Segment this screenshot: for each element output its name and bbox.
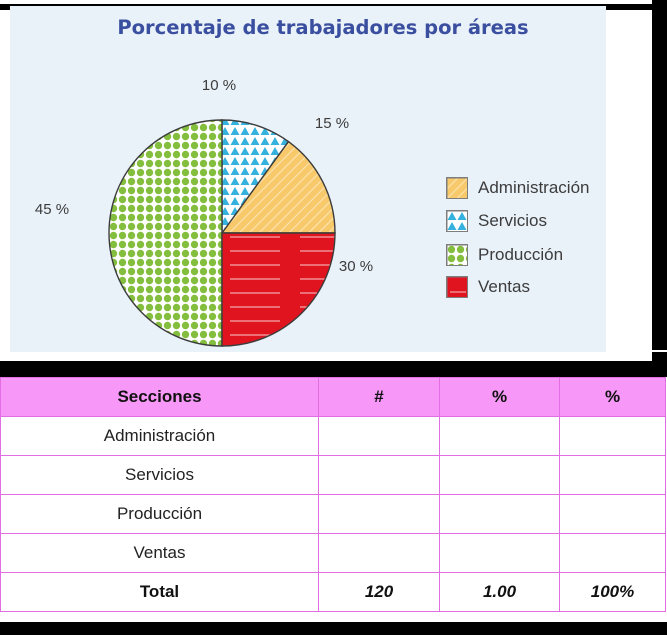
chart-title: Porcentaje de trabajadores por áreas bbox=[117, 16, 529, 39]
total-percent: 100% bbox=[559, 572, 666, 612]
legend-swatch-administracion bbox=[446, 177, 468, 199]
cell-count[interactable] bbox=[318, 494, 440, 534]
slice-label: 10 % bbox=[202, 77, 236, 94]
table-row: Ventas bbox=[0, 533, 666, 573]
pie-chart: 15 % 10 % 45 % 30 % bbox=[35, 77, 373, 347]
cell-count[interactable] bbox=[318, 416, 440, 456]
header-percent: % bbox=[559, 377, 666, 417]
row-label: Administración bbox=[0, 416, 319, 456]
total-row: Total 120 1.00 100% bbox=[0, 572, 666, 612]
slice-label: 30 % bbox=[339, 258, 373, 275]
slice-label: 15 % bbox=[315, 115, 349, 132]
legend-swatch-servicios bbox=[446, 210, 468, 232]
pie-slice-administracion bbox=[220, 140, 336, 234]
cell-percent[interactable] bbox=[559, 494, 666, 534]
sections-table: Secciones # % % Administración Servicios… bbox=[0, 377, 666, 612]
legend-item-ventas: Ventas bbox=[446, 275, 530, 299]
separator-bar bbox=[0, 361, 667, 377]
row-label: Producción bbox=[0, 494, 319, 534]
slice-label: 45 % bbox=[35, 201, 69, 218]
cell-fraction[interactable] bbox=[439, 455, 560, 495]
total-count: 120 bbox=[318, 572, 440, 612]
total-fraction: 1.00 bbox=[439, 572, 560, 612]
row-label: Servicios bbox=[0, 455, 319, 495]
total-label: Total bbox=[0, 572, 319, 612]
table-header-row: Secciones # % % bbox=[0, 377, 666, 417]
legend-item-servicios: Servicios bbox=[446, 209, 547, 233]
header-secciones: Secciones bbox=[0, 377, 319, 417]
cell-fraction[interactable] bbox=[439, 533, 560, 573]
cell-count[interactable] bbox=[318, 455, 440, 495]
cell-fraction[interactable] bbox=[439, 494, 560, 534]
right-border bbox=[652, 0, 667, 350]
pie-slice-servicios bbox=[221, 119, 290, 236]
table-row: Producción bbox=[0, 494, 666, 534]
cell-fraction[interactable] bbox=[439, 416, 560, 456]
legend-label: Administración bbox=[478, 178, 590, 197]
legend-swatch-ventas bbox=[446, 276, 468, 298]
top-border-inner bbox=[0, 0, 652, 4]
legend-swatch-produccion bbox=[446, 244, 468, 266]
cell-percent[interactable] bbox=[559, 533, 666, 573]
header-fraction: % bbox=[439, 377, 560, 417]
cell-percent[interactable] bbox=[559, 455, 666, 495]
table-row: Administración bbox=[0, 416, 666, 456]
top-border bbox=[0, 0, 667, 10]
pie-slice-ventas bbox=[221, 232, 336, 347]
legend-label: Ventas bbox=[478, 277, 530, 296]
bottom-border bbox=[0, 622, 667, 635]
table-row: Servicios bbox=[0, 455, 666, 495]
chart-panel: Porcentaje de trabajadores por áreas bbox=[10, 6, 606, 352]
pie-slice-produccion bbox=[108, 119, 223, 347]
cell-percent[interactable] bbox=[559, 416, 666, 456]
header-count: # bbox=[318, 377, 440, 417]
legend-label: Servicios bbox=[478, 211, 547, 230]
cell-count[interactable] bbox=[318, 533, 440, 573]
row-label: Ventas bbox=[0, 533, 319, 573]
legend-item-administracion: Administración bbox=[446, 176, 590, 200]
legend-label: Producción bbox=[478, 245, 564, 264]
legend-item-produccion: Producción bbox=[446, 243, 563, 267]
